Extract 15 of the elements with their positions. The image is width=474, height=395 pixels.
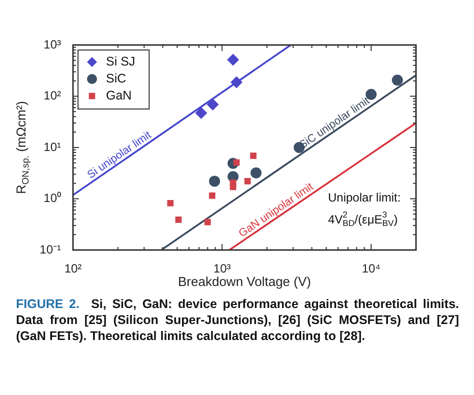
y-tick-label: 10³: [44, 37, 62, 52]
y-tick-label: 10⁰: [44, 191, 61, 206]
x-tick-label: 10³: [213, 262, 231, 276]
legend-label: Si SJ: [106, 54, 136, 68]
x-axis-title: Breakdown Voltage (V): [178, 274, 311, 289]
legend-label: SiC: [106, 71, 126, 86]
legend-label: GaN: [106, 88, 132, 102]
y-tick-label: 10²: [44, 88, 62, 103]
x-tick-label: 10⁴: [362, 262, 380, 276]
annotation: Unipolar limit:: [328, 190, 401, 204]
y-axis-title: RON,sp. (mΩcm²): [14, 101, 30, 194]
x-tick-label: 10²: [64, 262, 82, 276]
caption: FIGURE 2. Si, SiC, GaN: device performance against theoretical limits. Data from [25] (Silicon Super-Junctions), [26] (SiC MOSFETs) and [27] (GaN FETs). Theoretical limits calculated according to [28].: [16, 296, 459, 344]
y-tick-label: 10¹: [44, 140, 62, 154]
y-tick-label: 10⁻¹: [40, 242, 62, 256]
